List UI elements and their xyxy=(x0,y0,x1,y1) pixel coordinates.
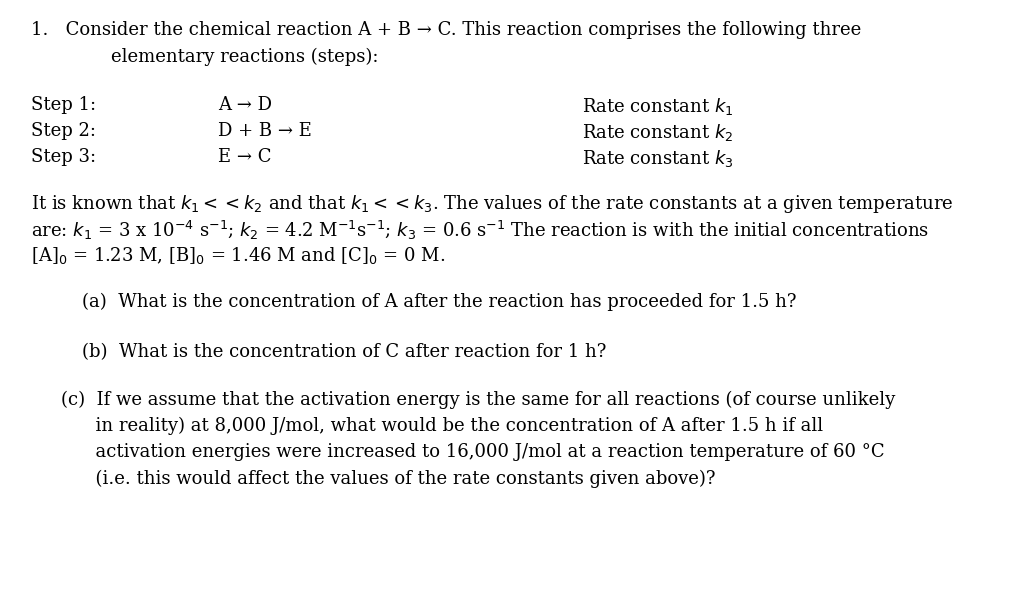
Text: Rate constant $k_1$: Rate constant $k_1$ xyxy=(582,96,733,116)
Text: Rate constant $k_3$: Rate constant $k_3$ xyxy=(582,148,733,169)
Text: [A]$_0$ = 1.23 M, [B]$_0$ = 1.46 M and [C]$_0$ = 0 M.: [A]$_0$ = 1.23 M, [B]$_0$ = 1.46 M and [… xyxy=(31,245,445,266)
Text: (b)  What is the concentration of C after reaction for 1 h?: (b) What is the concentration of C after… xyxy=(82,343,606,361)
Text: elementary reactions (steps):: elementary reactions (steps): xyxy=(111,48,378,66)
Text: activation energies were increased to 16,000 J/mol at a reaction temperature of : activation energies were increased to 16… xyxy=(61,443,885,462)
Text: A → D: A → D xyxy=(218,96,272,114)
Text: (a)  What is the concentration of A after the reaction has proceeded for 1.5 h?: (a) What is the concentration of A after… xyxy=(82,292,797,311)
Text: (c)  If we assume that the activation energy is the same for all reactions (of c: (c) If we assume that the activation ene… xyxy=(61,391,896,409)
Text: are: $k_1$ = 3 x 10$^{-4}$ s$^{-1}$; $k_2$ = 4.2 M$^{-1}$s$^{-1}$; $k_3$ = 0.6 s: are: $k_1$ = 3 x 10$^{-4}$ s$^{-1}$; $k_… xyxy=(31,219,929,242)
Text: in reality) at 8,000 J/mol, what would be the concentration of A after 1.5 h if : in reality) at 8,000 J/mol, what would b… xyxy=(61,417,823,435)
Text: Step 3:: Step 3: xyxy=(31,148,96,166)
Text: D + B → E: D + B → E xyxy=(218,122,312,140)
Text: Step 2:: Step 2: xyxy=(31,122,95,140)
Text: E → C: E → C xyxy=(218,148,271,166)
Text: Rate constant $k_2$: Rate constant $k_2$ xyxy=(582,122,733,143)
Text: Step 1:: Step 1: xyxy=(31,96,96,114)
Text: (i.e. this would affect the values of the rate constants given above)?: (i.e. this would affect the values of th… xyxy=(61,470,716,488)
Text: It is known that $k_1 << k_2$ and that $k_1 << k_3$. The values of the rate cons: It is known that $k_1 << k_2$ and that $… xyxy=(31,193,953,215)
Text: 1.   Consider the chemical reaction A + B → C. This reaction comprises the follo: 1. Consider the chemical reaction A + B … xyxy=(31,21,861,40)
